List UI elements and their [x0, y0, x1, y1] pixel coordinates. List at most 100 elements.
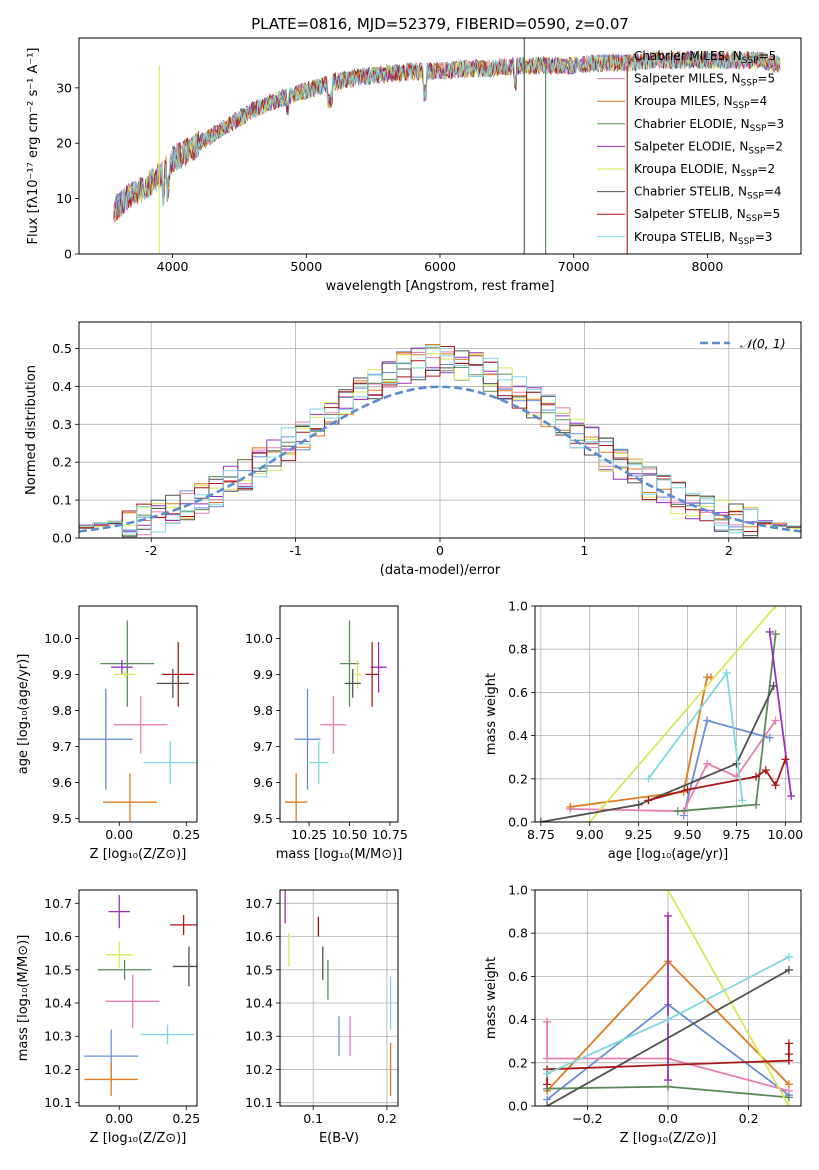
weight-marker: [771, 716, 780, 725]
x-axis-label: Z [log₁₀(Z/Z⊙)]: [90, 1131, 187, 1146]
figure-title: PLATE=0816, MJD=52379, FIBERID=0590, z=0…: [251, 15, 629, 33]
weight-marker: [703, 716, 712, 725]
y-tick-label: 10.2: [44, 1062, 72, 1077]
mass-vs-Z-axes: 0.00 0.25 10.1 10.2 10.3 10.4 10.5 10.6 10.7 Z [l…: [16, 896, 200, 1146]
y-tick-label: 10.5: [44, 962, 72, 977]
x-tick-label: 0.1: [303, 1111, 323, 1126]
y-axis-label: Normed distribution: [24, 365, 39, 495]
weight-marker: [761, 766, 770, 775]
x-tick-label: 0.2: [377, 1111, 397, 1126]
y-tick-label: 10.4: [44, 995, 72, 1010]
weight-marker: [683, 785, 692, 794]
weight-marker: [732, 759, 741, 768]
x-axis-label: Z [log₁₀(Z/Z⊙)]: [620, 1131, 717, 1146]
y-tick-label: 9.8: [253, 703, 273, 718]
y-axis-label: age [log₁₀(age/yr)]: [16, 654, 31, 775]
weight-marker: [644, 796, 653, 805]
x-tick-label: 10.00: [767, 827, 803, 842]
weight-marker: [784, 965, 793, 974]
weight-marker: [634, 800, 643, 809]
x-axis-label: age [log₁₀(age/yr)]: [608, 847, 729, 862]
y-tick-label: 0.3: [52, 417, 72, 432]
y-tick-label: 10.3: [44, 1029, 72, 1044]
weight-series-line: [677, 633, 777, 813]
weight-marker: [543, 1017, 552, 1026]
mass-vs-EBV-axes: 0.1 0.2 10.1 10.2 10.3 10.4 10.5 10.6 10.7 E(B-V): [245, 890, 398, 1146]
y-tick-label: 10.2: [245, 1062, 273, 1077]
x-tick-label: −0.2: [572, 1111, 602, 1126]
spectrum-series-line: [113, 50, 781, 221]
weight-marker: [673, 807, 682, 816]
spectrum-series-line: [113, 51, 781, 217]
weight-marker: [765, 627, 774, 636]
x-tick-label: 0: [436, 543, 444, 558]
y-tick-label: 10.0: [44, 631, 72, 646]
weight-marker: [722, 668, 731, 677]
weight-marker: [784, 1093, 793, 1102]
x-tick-label: 2: [725, 543, 733, 558]
axes-frame: [534, 889, 802, 1107]
legend-label: Kroupa STELIB, NSSP=3: [634, 230, 772, 247]
axes-frame: [78, 605, 198, 823]
weight-series-line: [570, 719, 777, 813]
legend-label: Salpeter STELIB, NSSP=5: [634, 207, 780, 224]
y-tick-label: 0.8: [508, 642, 528, 657]
x-axis-label: wavelength [Angstrom, rest frame]: [326, 279, 555, 294]
weight-marker: [703, 759, 712, 768]
weight-series-line: [546, 969, 790, 1106]
weight-series-line: [648, 759, 787, 802]
histogram-step: [79, 346, 801, 532]
mass-vs-Z-points: [84, 894, 197, 1097]
y-tick-label: 10.5: [245, 962, 273, 977]
y-tick-label: 10.6: [44, 929, 72, 944]
weight-vs-Z-lines: [543, 890, 793, 1106]
weight-marker: [664, 1015, 672, 1024]
weight-marker: [771, 630, 780, 639]
weight-marker: [543, 1054, 552, 1063]
y-tick-label: 0.0: [52, 531, 72, 546]
x-tick-label: 0.00: [105, 827, 133, 842]
y-tick-label: 10: [56, 191, 72, 206]
x-tick-label: 0.25: [172, 1111, 200, 1126]
spectrum-legend: Chabrier MILES, NSSP=5 Salpeter MILES, NS…: [597, 49, 784, 247]
y-axis-label: mass weight: [484, 673, 499, 755]
y-tick-label: 10.1: [44, 1095, 72, 1110]
x-tick-label: 9.75: [723, 827, 751, 842]
weight-marker: [784, 1080, 793, 1089]
spectrum-axes: 4000 5000 6000 7000 8000 0 10 20 30 wavelength [A…: [26, 48, 723, 295]
y-tick-label: 0.1: [52, 493, 72, 508]
legend-label: Chabrier ELODIE, NSSP=3: [634, 117, 784, 134]
weight-series-line: [589, 606, 777, 822]
weight-marker: [566, 802, 575, 811]
y-tick-label: 9.8: [52, 703, 72, 718]
x-axis-label: E(B-V): [319, 1131, 359, 1146]
y-tick-label: 1.0: [508, 883, 528, 898]
weight-marker: [771, 781, 780, 790]
y-tick-label: 20: [56, 136, 72, 151]
axes-frame: [279, 889, 399, 1107]
age-vs-Z-points: [79, 620, 197, 822]
axes-frame: [78, 37, 802, 255]
legend-label: 𝒩(0, 1): [740, 336, 786, 351]
x-tick-label: 5000: [290, 259, 322, 274]
x-tick-label: 10.50: [332, 827, 368, 842]
weight-vs-age-lines: [536, 606, 796, 822]
x-tick-label: 10.25: [291, 827, 327, 842]
y-tick-label: 9.7: [253, 739, 273, 754]
y-tick-label: 0.4: [52, 379, 72, 394]
age-vs-mass-points: [284, 620, 387, 822]
axes-frame: [534, 605, 802, 823]
y-tick-label: 9.6: [52, 775, 72, 790]
x-tick-label: -2: [145, 543, 157, 558]
weight-marker: [769, 681, 778, 690]
mass-vs-EBV-points: [284, 890, 392, 1097]
y-axis-label: Flux [fλ10⁻¹⁷ erg cm⁻² s⁻¹ A⁻¹]: [26, 48, 41, 245]
y-tick-label: 0.2: [508, 1055, 528, 1070]
x-tick-label: 9.00: [576, 827, 604, 842]
y-tick-label: 0.6: [508, 969, 528, 984]
y-tick-label: 0.2: [508, 771, 528, 786]
histogram-step: [79, 345, 801, 534]
y-tick-label: 0.2: [52, 455, 72, 470]
weight-marker: [784, 952, 793, 961]
